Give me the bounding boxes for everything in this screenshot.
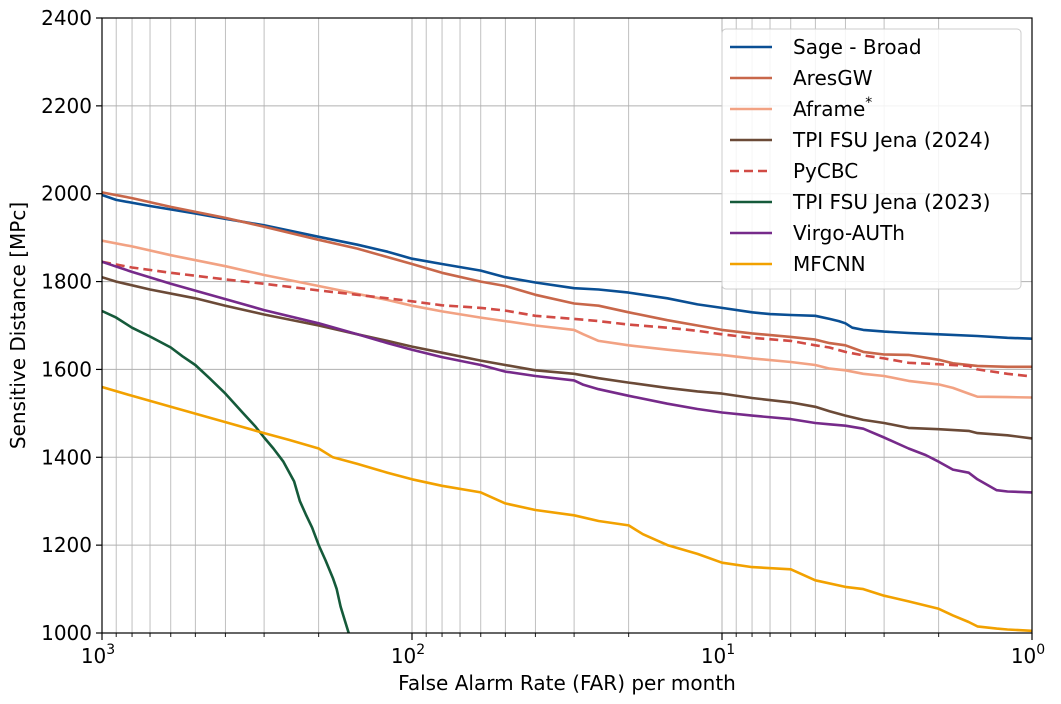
legend-label: AresGW (793, 66, 873, 90)
x-tick-label: 100 (1011, 642, 1045, 668)
legend-label: MFCNN (793, 252, 866, 276)
series-line-3 (102, 275, 1032, 440)
plot-frame (101, 17, 1033, 634)
legend-box (721, 28, 1022, 290)
series-line-0 (102, 193, 1032, 341)
series-line-1 (102, 191, 1032, 369)
legend-label: Virgo-AUTh (793, 221, 905, 245)
legend-label: TPI FSU Jena (2024) (792, 128, 990, 152)
x-tick-label: 101 (701, 642, 735, 668)
y-tick-label: 1800 (41, 270, 92, 294)
y-tick-label: 2400 (41, 6, 92, 30)
x-tick-exponent: 3 (106, 642, 115, 658)
y-tick-label: 1200 (41, 533, 92, 557)
series-line-5 (102, 309, 350, 633)
legend: Sage - Broad AresGW Aframe* TPI FSU Jena (2… (721, 28, 1022, 290)
y-axis-label: Sensitive Distance [MPc] (6, 202, 30, 449)
x-tick-exponent: 0 (1036, 642, 1045, 658)
y-tick-label: 1000 (41, 621, 92, 645)
legend-label: PyCBC (793, 159, 858, 183)
x-tick-label: 102 (391, 642, 425, 668)
legend-label: Aframe* (793, 95, 872, 121)
series-line-4 (102, 260, 1032, 378)
series-line-7 (102, 385, 1032, 633)
legend-label: TPI FSU Jena (2023) (792, 190, 990, 214)
y-tick-label: 1600 (41, 357, 92, 381)
x-tick-exponent: 2 (416, 642, 425, 658)
x-tick-exponent: 1 (726, 642, 735, 658)
y-tick-label: 2000 (41, 182, 92, 206)
y-tick-label: 1400 (41, 445, 92, 469)
series-line-6 (102, 260, 1032, 494)
y-tick-label: 2200 (41, 94, 92, 118)
legend-superscript: * (865, 95, 872, 111)
series-line-2 (102, 239, 1032, 400)
x-axis-label: False Alarm Rate (FAR) per month (398, 671, 736, 695)
series-layer (102, 191, 1032, 633)
legend-label: Sage - Broad (793, 35, 922, 59)
x-tick-label: 103 (81, 642, 115, 668)
